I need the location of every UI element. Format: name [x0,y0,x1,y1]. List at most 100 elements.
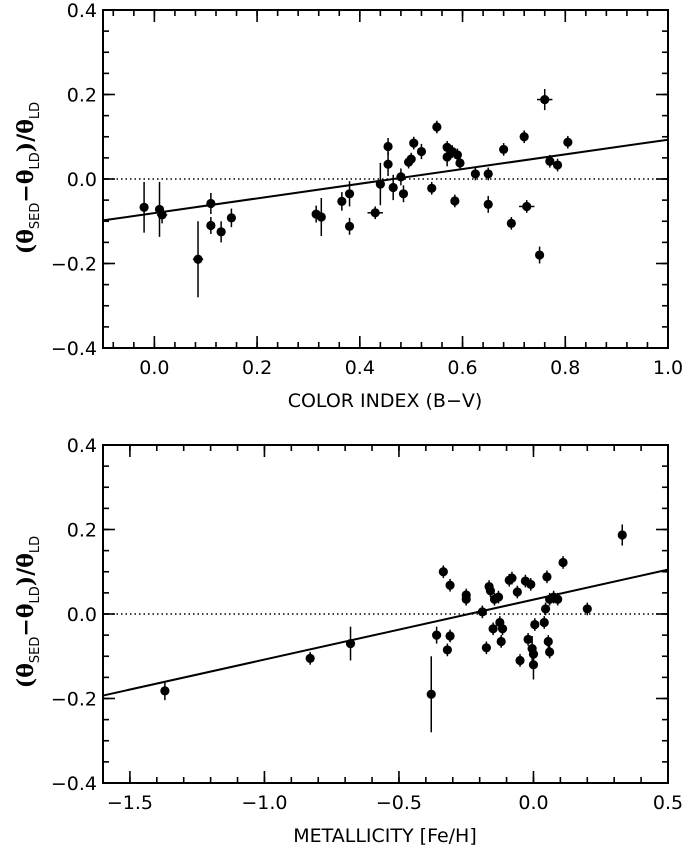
data-point [522,201,532,212]
x-tick-label: −0.5 [376,792,422,814]
data-point [388,182,398,193]
data-point [445,631,455,641]
data-point [409,138,419,148]
data-point [528,660,539,670]
x-axis-title-color-index: COLOR INDEX (B−V) [288,390,483,412]
y-tick-label: −0.4 [51,338,97,360]
data-point [497,624,508,634]
data-point [426,689,436,699]
data-point [344,221,355,231]
data-point [540,604,551,614]
x-tick-label: 1.0 [653,357,683,379]
x-tick-label: 0.0 [518,792,548,814]
panel-metallicity: −1.5 −1.0 −0.5 0.0 0.5 −0.4 −0.2 0.0 0.2 0.4 META… [13,435,683,847]
data-point [542,572,552,582]
x-tick-label: −1.5 [107,792,153,814]
data-point [226,213,237,223]
data-point [543,636,553,647]
x-tick-label: 0.6 [447,357,477,379]
x-tick-label: 0.8 [550,357,580,379]
data-point [461,590,471,600]
plot-area-color-index: 0.0 0.2 0.4 0.6 0.8 1.0 −0.4 −0.2 0.0 0.2 0.4 [51,0,683,379]
y-tick-label: 0.0 [67,604,97,626]
y-tick-label: −0.2 [51,254,97,276]
data-point [206,220,216,231]
data-point [316,212,326,222]
data-point [370,208,380,218]
plot-frame [102,9,669,349]
data-point [507,573,517,583]
data-point [345,638,356,649]
data-point [515,655,525,666]
data-point [506,218,516,228]
data-point [488,624,498,634]
data-point [375,179,385,189]
data-point [206,198,216,209]
data-point [563,137,573,147]
data-point [496,636,506,647]
x-tick-label: 0.0 [139,357,169,379]
data-point [530,619,540,630]
data-point [582,604,592,614]
data-point [483,199,493,209]
y-tick-label: 0.4 [67,0,97,22]
data-point [545,156,555,166]
y-tick-label: 0.0 [67,169,97,191]
y-tick-label: 0.4 [67,435,97,457]
data-point [499,144,509,155]
data-point [398,189,409,199]
data-point [481,643,491,653]
x-tick-label: 0.5 [653,792,683,814]
data-point [160,686,170,696]
data-point [432,122,442,132]
data-point [383,141,393,152]
y-axis-title-metallicity: (θSED−θLD)/θLD [13,536,43,688]
data-point [545,647,555,657]
data-point [216,227,226,237]
data-point [470,169,480,179]
y-tick-label: −0.4 [51,773,97,795]
data-point [344,189,355,199]
data-point [552,160,563,170]
y-tick-label: −0.2 [51,689,97,711]
data-point [450,196,460,206]
y-tick-label: 0.2 [67,85,97,107]
data-point [519,132,529,142]
data-point [193,254,203,264]
data-point [427,183,437,193]
data-point [438,567,448,577]
data-point [337,196,347,206]
data-point [526,579,536,590]
panel-color-index: 0.0 0.2 0.4 0.6 0.8 1.0 −0.4 −0.2 0.0 0.2 0.4 COLO… [13,0,683,412]
x-tick-label: 0.4 [345,357,375,379]
plot-area-metallicity: −1.5 −1.0 −0.5 0.0 0.5 −0.4 −0.2 0.0 0.2 0.4 [51,435,683,814]
data-point [558,557,568,568]
data-point [523,634,533,644]
data-point [157,210,167,220]
data-point [396,172,406,182]
linear-fit-line [102,568,669,697]
plot-frame [102,444,669,784]
data-point [477,607,487,617]
data-point [455,158,465,168]
data-point [512,587,522,597]
data-point [432,630,442,640]
data-point [553,594,563,604]
linear-fit-line [102,138,669,222]
data-point [305,653,315,663]
data-point [540,94,550,105]
data-point [416,146,427,157]
data-point [485,586,496,596]
data-point [445,580,455,590]
x-tick-label: 0.2 [242,357,272,379]
y-tick-label: 0.2 [67,520,97,542]
data-point [139,202,149,212]
data-point [617,530,627,540]
data-point [534,250,545,260]
data-point [442,645,452,655]
x-tick-label: −1.0 [241,792,287,814]
data-point [493,592,504,602]
x-axis-title-metallicity: METALLICITY [Fe/H] [293,825,477,847]
data-point [539,617,549,628]
